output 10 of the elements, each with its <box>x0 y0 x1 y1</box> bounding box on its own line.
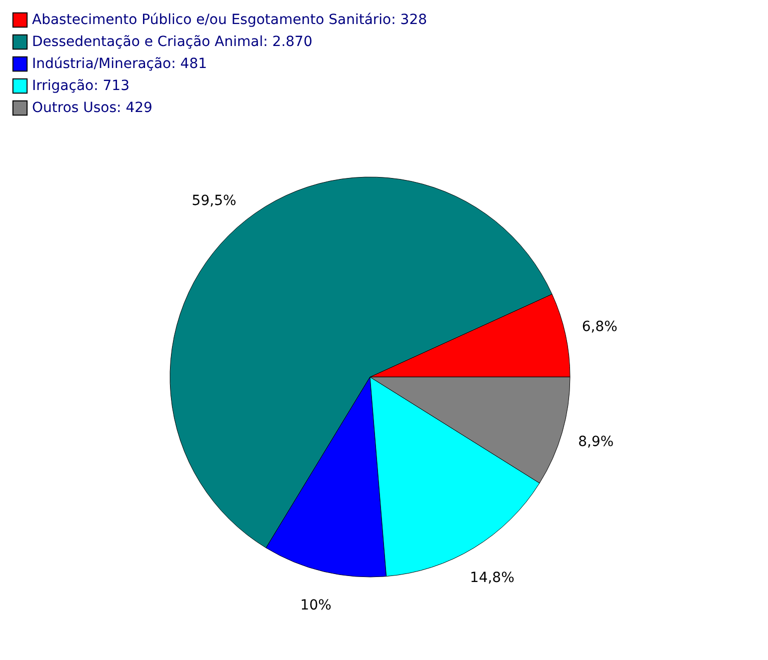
legend-label: Dessedentação e Criação Animal: 2.870 <box>32 34 312 50</box>
legend-label: Irrigação: 713 <box>32 78 130 94</box>
legend-label: Outros Usos: 429 <box>32 100 152 116</box>
data-label: 14,8% <box>470 570 514 586</box>
data-label: 10% <box>300 598 332 614</box>
data-label: 6,8% <box>582 319 618 336</box>
data-label: 8,9% <box>578 434 614 450</box>
legend-label: Indústria/Mineração: 481 <box>32 56 208 72</box>
data-label: 59,5% <box>192 193 236 210</box>
legend-label: Abastecimento Público e/ou Esgotamento Sanitário: 328 <box>32 12 428 28</box>
